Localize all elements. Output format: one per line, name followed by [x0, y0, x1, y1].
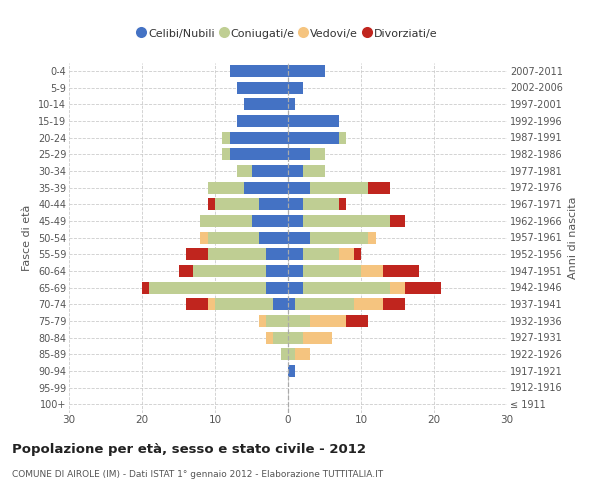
Bar [200, 215, 251, 227]
Bar [288, 215, 302, 227]
Bar [339, 248, 354, 260]
Bar [237, 82, 288, 94]
Bar [302, 165, 325, 177]
Bar [302, 265, 361, 277]
Bar [339, 132, 346, 143]
Bar [259, 232, 288, 243]
Bar [383, 265, 419, 277]
Bar [390, 282, 405, 294]
Bar [186, 248, 208, 260]
Bar [390, 215, 405, 227]
Bar [368, 232, 376, 243]
Bar [288, 265, 302, 277]
Bar [266, 265, 288, 277]
Bar [302, 198, 339, 210]
Bar [339, 198, 346, 210]
Bar [237, 115, 288, 127]
Y-axis label: Anni di nascita: Anni di nascita [568, 196, 578, 278]
Bar [186, 298, 208, 310]
Bar [302, 332, 332, 344]
Bar [244, 98, 288, 110]
Bar [295, 298, 354, 310]
Bar [251, 215, 288, 227]
Bar [230, 132, 288, 143]
Bar [259, 198, 288, 210]
Bar [288, 298, 295, 310]
Bar [354, 248, 361, 260]
Bar [222, 132, 230, 143]
Bar [310, 232, 368, 243]
Bar [230, 148, 288, 160]
Bar [288, 198, 302, 210]
Bar [405, 282, 442, 294]
Text: COMUNE DI AIROLE (IM) - Dati ISTAT 1° gennaio 2012 - Elaborazione TUTTITALIA.IT: COMUNE DI AIROLE (IM) - Dati ISTAT 1° ge… [12, 470, 383, 479]
Bar [288, 232, 310, 243]
Bar [266, 315, 288, 327]
Legend: Celibi/Nubili, Coniugati/e, Vedovi/e, Divorziati/e: Celibi/Nubili, Coniugati/e, Vedovi/e, Di… [136, 26, 440, 41]
Bar [288, 315, 310, 327]
Bar [288, 148, 310, 160]
Bar [244, 182, 288, 194]
Bar [215, 298, 274, 310]
Bar [251, 165, 288, 177]
Bar [266, 248, 288, 260]
Bar [302, 282, 390, 294]
Bar [208, 198, 215, 210]
Bar [230, 65, 288, 77]
Bar [288, 248, 302, 260]
Bar [302, 248, 339, 260]
Bar [208, 298, 215, 310]
Bar [288, 115, 339, 127]
Bar [288, 182, 310, 194]
Bar [302, 215, 390, 227]
Bar [208, 248, 266, 260]
Bar [208, 182, 244, 194]
Bar [288, 165, 302, 177]
Bar [208, 232, 259, 243]
Bar [288, 365, 295, 377]
Bar [310, 148, 325, 160]
Bar [288, 98, 295, 110]
Bar [288, 82, 302, 94]
Bar [346, 315, 368, 327]
Bar [215, 198, 259, 210]
Bar [237, 165, 251, 177]
Bar [383, 298, 405, 310]
Bar [149, 282, 266, 294]
Bar [266, 332, 274, 344]
Bar [142, 282, 149, 294]
Bar [368, 182, 390, 194]
Bar [179, 265, 193, 277]
Bar [200, 232, 208, 243]
Bar [310, 182, 368, 194]
Bar [274, 298, 288, 310]
Bar [288, 332, 302, 344]
Bar [310, 315, 346, 327]
Bar [288, 348, 295, 360]
Bar [266, 282, 288, 294]
Bar [354, 298, 383, 310]
Bar [193, 265, 266, 277]
Bar [288, 282, 302, 294]
Bar [259, 315, 266, 327]
Bar [281, 348, 288, 360]
Bar [295, 348, 310, 360]
Bar [222, 148, 230, 160]
Bar [361, 265, 383, 277]
Bar [274, 332, 288, 344]
Bar [288, 65, 325, 77]
Text: Popolazione per età, sesso e stato civile - 2012: Popolazione per età, sesso e stato civil… [12, 442, 366, 456]
Y-axis label: Fasce di età: Fasce di età [22, 204, 32, 270]
Bar [288, 132, 339, 143]
